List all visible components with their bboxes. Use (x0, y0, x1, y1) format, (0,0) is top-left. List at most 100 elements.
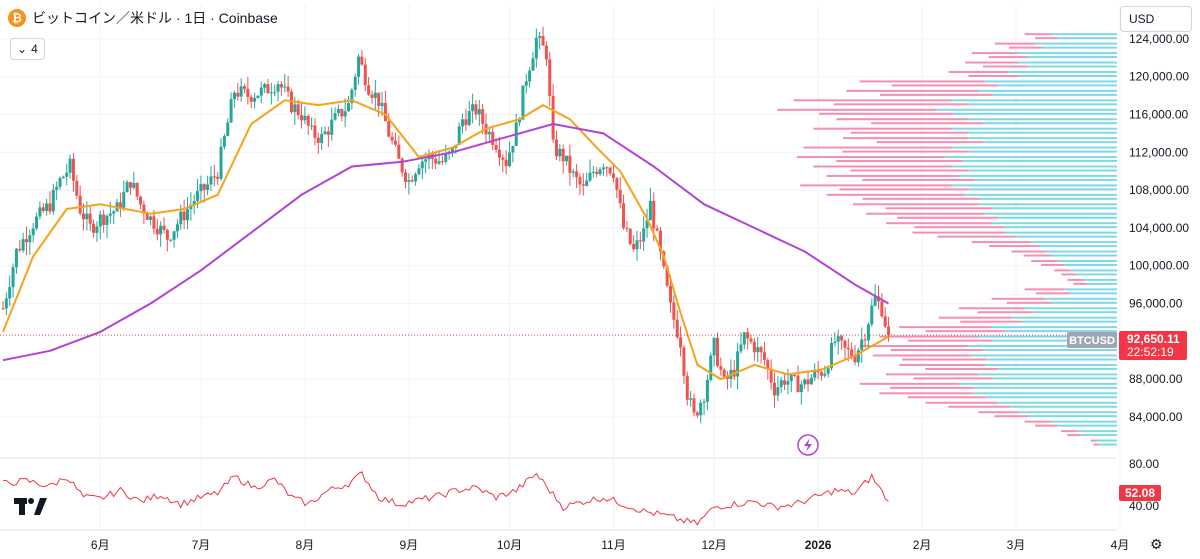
volume-profile-down-bar (777, 108, 936, 111)
month-tick: 3月 (1007, 538, 1026, 552)
indicators-toggle[interactable]: ⌄ 4 (10, 38, 45, 60)
tradingview-logo-icon[interactable] (14, 496, 48, 522)
rsi-tick-80: 80.00 (1129, 457, 1159, 471)
volume-profile-up-bar (952, 184, 1117, 187)
candle-body (65, 172, 69, 177)
candle-body (873, 296, 877, 306)
candle-body (105, 215, 109, 225)
candle-body (360, 56, 364, 65)
volume-profile-up-bar (1021, 320, 1117, 323)
candle-body (752, 341, 756, 353)
candle-body (464, 119, 468, 126)
candle-body (578, 177, 582, 185)
volume-profile-up-bar (1051, 301, 1117, 304)
settings-gear-icon[interactable]: ⚙ (1150, 536, 1163, 552)
candle-body (806, 379, 810, 385)
candle-body (132, 182, 136, 188)
bitcoin-icon: ₿ (8, 9, 26, 27)
volume-profile-up-bar (992, 377, 1117, 380)
candle-body (333, 113, 337, 120)
volume-profile-up-bar (983, 349, 1117, 352)
candle-body (474, 104, 478, 115)
candle-body (658, 230, 662, 252)
volume-profile-down-bar (1054, 269, 1071, 272)
symbol-text: BTCUSD (1069, 335, 1115, 347)
volume-profile-up-bar (1004, 330, 1117, 333)
candle-body (595, 171, 599, 175)
candle-body (407, 180, 411, 182)
candle-body (575, 171, 579, 178)
volume-profile-down-bar (1060, 430, 1078, 433)
volume-profile-up-bar (1051, 420, 1117, 423)
candle-body (518, 119, 522, 123)
price-tick: 112,000.00 (1129, 145, 1188, 159)
price-tick: 116,000.00 (1129, 108, 1188, 122)
volume-profile-up-bar (1044, 250, 1117, 253)
moving-averages (2, 99, 889, 381)
volume-profile-down-bar (914, 226, 1005, 229)
candle-body (736, 351, 740, 377)
volume-profile-up-bar (1063, 263, 1117, 266)
candle-body (749, 338, 753, 342)
lightning-icon[interactable] (797, 434, 819, 456)
volume-profile-up-bar (952, 146, 1117, 149)
candle-body (461, 119, 465, 127)
candle-body (404, 172, 408, 182)
rsi-pane (2, 471, 889, 526)
candle-body (397, 144, 401, 159)
candle-body (246, 88, 250, 98)
volume-profile-down-bar (1011, 250, 1045, 253)
currency-selector[interactable]: USD (1120, 6, 1192, 32)
candle-body (625, 227, 629, 229)
candle-body (122, 192, 126, 208)
candle-body (786, 381, 790, 385)
candle-body (414, 174, 418, 182)
volume-profile-down-bar (902, 358, 987, 361)
candle-body (48, 203, 52, 212)
volume-profile-up-bar (968, 188, 1117, 191)
candle-body (615, 178, 619, 190)
candle-body (38, 207, 42, 217)
candle-body (35, 216, 39, 229)
candle-body (440, 161, 444, 163)
volume-profile-up-bar (978, 373, 1117, 376)
chart-title[interactable]: ビットコイン／米ドル · 1日 · Coinbase (32, 10, 278, 26)
candle-body (554, 139, 558, 157)
volume-profile-up-bar (952, 127, 1117, 130)
volume-profile-down-bar (899, 326, 992, 329)
volume-profile-down-bar (859, 382, 959, 385)
candle-body (830, 342, 834, 369)
candle-body (715, 338, 719, 366)
candle-body (353, 76, 357, 90)
indicator-count: 4 (31, 42, 38, 56)
volume-profile-up-bar (985, 212, 1117, 215)
candle-body (410, 180, 414, 182)
candle-body (622, 203, 626, 228)
candle-body (377, 92, 381, 106)
candle-body (598, 169, 602, 175)
candle-body (139, 196, 143, 205)
candle-body (501, 157, 505, 160)
candle-body (635, 240, 639, 250)
volume-profile-down-bar (1023, 254, 1052, 257)
volume-profile-up-bar (1057, 37, 1117, 40)
candle-body (762, 352, 766, 361)
candle-body (55, 186, 59, 190)
candle-body (82, 213, 86, 220)
candle-body (95, 226, 99, 233)
candle-body (286, 86, 290, 92)
volume-profile-up-bar (965, 193, 1117, 196)
volume-profile-up-bar (978, 203, 1117, 206)
volume-profile-up-bar (986, 396, 1117, 399)
candle-body (434, 158, 438, 164)
candle-body (528, 70, 532, 82)
candle-body (789, 374, 793, 382)
candle-body (726, 376, 730, 379)
volume-profile-down-bar (836, 160, 963, 163)
candle-body (843, 340, 847, 348)
candle-body (8, 287, 12, 299)
volume-profile-up-bar (1018, 52, 1117, 55)
candle-body (346, 103, 350, 112)
volume-profile-up-bar (1010, 405, 1117, 408)
